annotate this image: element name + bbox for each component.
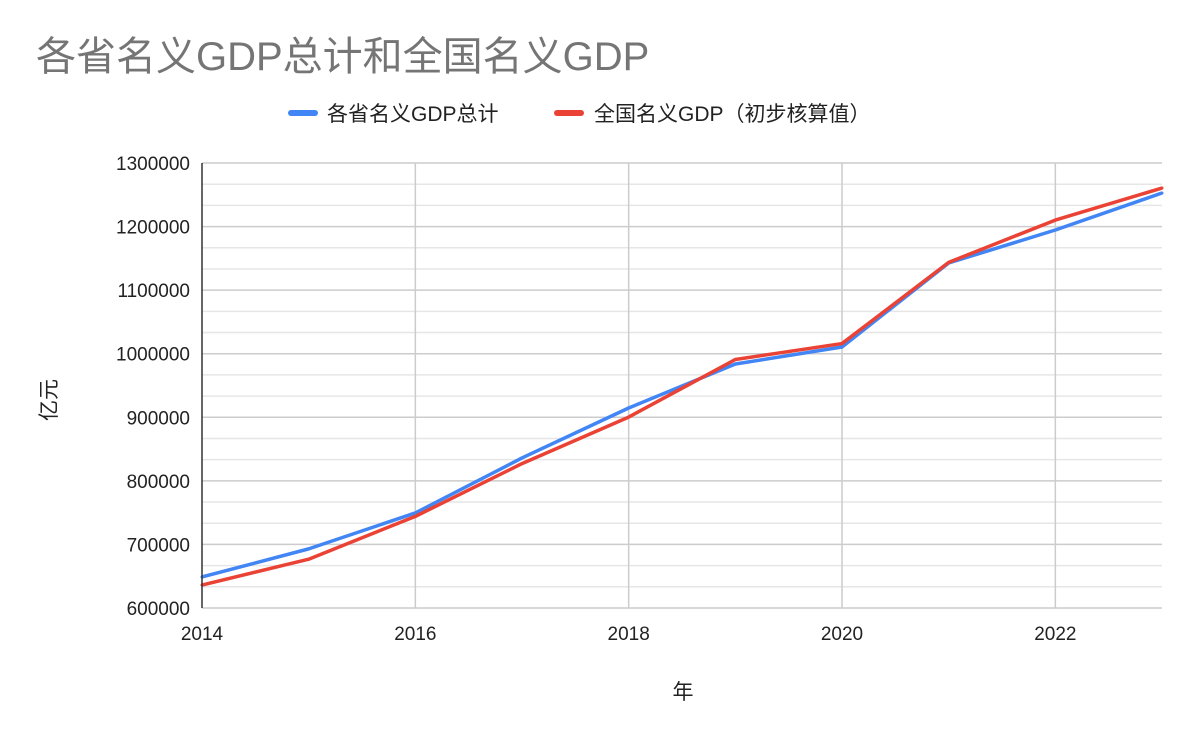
y-tick-label: 1000000 bbox=[116, 345, 190, 366]
data-point-1-2020 bbox=[840, 342, 844, 346]
y-tick-label: 1300000 bbox=[116, 154, 190, 175]
data-point-1-2015 bbox=[307, 557, 311, 561]
x-tick-label: 2018 bbox=[608, 624, 650, 645]
data-point-1-2016 bbox=[413, 514, 417, 518]
chart-title: 各省名义GDP总计和全国名义GDP bbox=[36, 35, 649, 79]
legend-item-1[interactable]: 全国名义GDP（初步核算值） bbox=[554, 103, 871, 126]
data-point-1-2023 bbox=[1160, 186, 1164, 190]
data-point-1-2017 bbox=[520, 462, 524, 466]
legend-item-0[interactable]: 各省名义GDP总计 bbox=[288, 103, 499, 126]
y-tick-label: 1200000 bbox=[116, 218, 190, 239]
data-point-1-2018 bbox=[627, 415, 631, 419]
legend-label-0: 各省名义GDP总计 bbox=[327, 103, 499, 126]
legend: 各省名义GDP总计 全国名义GDP（初步核算值） bbox=[288, 103, 871, 126]
data-point-1-2022 bbox=[1053, 218, 1057, 222]
y-tick-label: 800000 bbox=[127, 472, 190, 493]
legend-swatch-1 bbox=[554, 110, 584, 116]
x-tick-label: 2016 bbox=[394, 624, 436, 645]
data-point-1-2021 bbox=[947, 260, 951, 264]
x-axis-ticks: 2014 2016 2018 2020 2022 bbox=[181, 624, 1077, 645]
y-axis-label: 亿元 bbox=[38, 379, 61, 421]
legend-label-1: 全国名义GDP（初步核算值） bbox=[594, 103, 871, 126]
data-point-0-2018 bbox=[627, 406, 631, 410]
data-point-0-2022 bbox=[1053, 228, 1057, 232]
legend-swatch-0 bbox=[288, 110, 318, 116]
data-point-0-2015 bbox=[307, 547, 311, 551]
x-tick-label: 2022 bbox=[1034, 624, 1076, 645]
x-axis-label: 年 bbox=[673, 681, 694, 704]
data-point-0-2020 bbox=[840, 345, 844, 349]
data-point-0-2023 bbox=[1160, 191, 1164, 195]
y-tick-label: 600000 bbox=[127, 599, 190, 620]
y-tick-label: 700000 bbox=[127, 535, 190, 556]
x-tick-label: 2014 bbox=[181, 624, 224, 645]
gridlines bbox=[202, 162, 1162, 609]
x-tick-label: 2020 bbox=[821, 624, 863, 645]
y-tick-label: 900000 bbox=[127, 408, 190, 429]
data-point-0-2019 bbox=[733, 362, 737, 366]
series-lines bbox=[200, 186, 1164, 587]
series-line-1 bbox=[201, 186, 1163, 587]
y-axis-ticks: 600000 700000 800000 900000 1000000 1100000 12… bbox=[116, 154, 190, 620]
data-point-1-2019 bbox=[733, 358, 737, 362]
data-point-0-2017 bbox=[520, 456, 524, 460]
series-line-0 bbox=[201, 191, 1163, 579]
data-point-0-2016 bbox=[413, 511, 417, 515]
y-tick-label: 1100000 bbox=[117, 281, 190, 302]
